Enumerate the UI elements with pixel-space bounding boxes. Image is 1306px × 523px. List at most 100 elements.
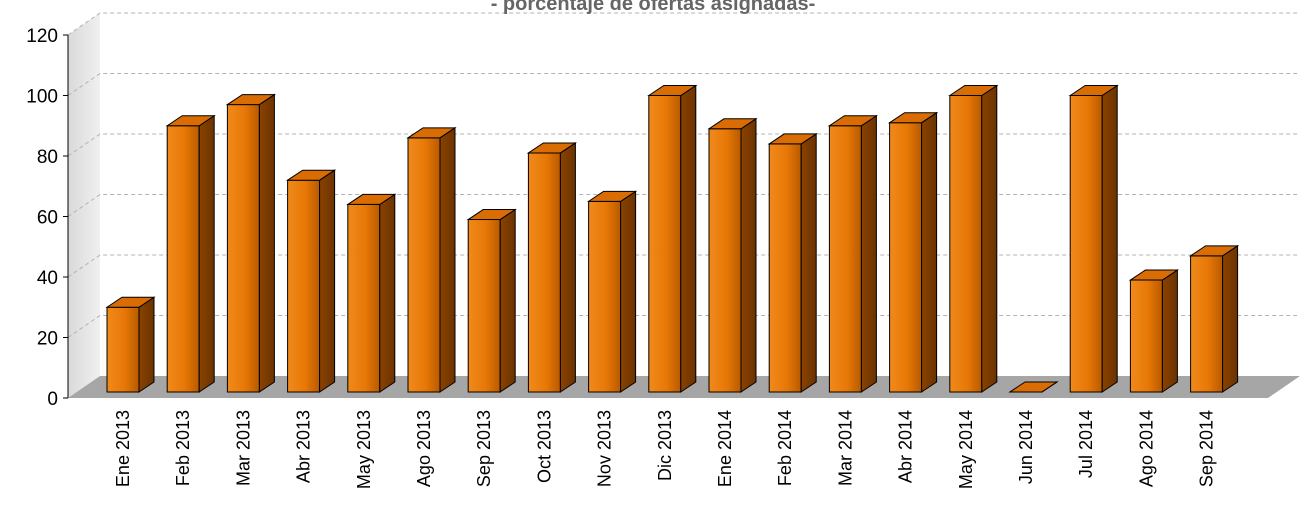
bar-top bbox=[827, 115, 879, 127]
bar-side bbox=[860, 114, 877, 393]
bar-top bbox=[346, 193, 397, 205]
x-tick-label: May 2014 bbox=[956, 410, 976, 489]
bar bbox=[1008, 381, 1059, 393]
bar-side bbox=[439, 126, 456, 393]
bar-front bbox=[828, 125, 862, 393]
y-tick-label: 40 bbox=[37, 268, 58, 289]
bar-front bbox=[708, 128, 742, 393]
bar-front bbox=[347, 203, 381, 393]
gridline bbox=[67, 73, 1300, 96]
x-tick-label: Jun 2014 bbox=[1016, 410, 1036, 484]
y-tick-label: 120 bbox=[26, 26, 58, 47]
x-tick-label: Mar 2013 bbox=[233, 410, 253, 486]
chart-title: - porcentaje de ofertas asignadas- bbox=[491, 0, 816, 15]
bar-top bbox=[1128, 269, 1180, 281]
bar-front bbox=[1129, 279, 1163, 393]
bar-side bbox=[559, 142, 576, 393]
bar-side bbox=[1101, 84, 1118, 393]
bar-top bbox=[767, 133, 818, 145]
x-tick-label: Feb 2014 bbox=[775, 410, 795, 486]
bar-side bbox=[800, 132, 817, 393]
bar-side bbox=[1161, 269, 1178, 393]
x-tick-label: Ene 2014 bbox=[715, 410, 735, 487]
bar-top bbox=[105, 296, 156, 308]
bar-side bbox=[1222, 244, 1239, 393]
y-tick-label: 60 bbox=[37, 208, 58, 229]
gridlines bbox=[67, 12, 1300, 338]
bar-side bbox=[319, 169, 336, 393]
bar-front bbox=[889, 122, 923, 393]
bar-top bbox=[1008, 381, 1059, 393]
bar-front bbox=[287, 179, 321, 393]
bar-side bbox=[138, 296, 155, 393]
y-tick-label: 80 bbox=[37, 147, 58, 168]
bar bbox=[346, 193, 397, 393]
bar-top bbox=[406, 127, 457, 139]
gridline bbox=[67, 315, 1300, 338]
bar-side bbox=[620, 190, 637, 393]
bar-front bbox=[768, 143, 802, 393]
bar-top bbox=[285, 169, 337, 181]
bar-side bbox=[198, 114, 215, 393]
y-tick-label: 0 bbox=[47, 389, 58, 410]
bar-side bbox=[680, 84, 697, 393]
x-tick-label: Sep 2013 bbox=[474, 410, 494, 487]
bar-side bbox=[379, 193, 396, 393]
bar-side bbox=[258, 93, 275, 393]
x-axis-labels: Ene 2013 Feb 2013 Mar 2013 Abr 2013 May 2013… bbox=[113, 410, 1217, 489]
bar bbox=[767, 132, 818, 393]
x-tick-label: May 2013 bbox=[354, 410, 374, 489]
bar-top bbox=[647, 85, 698, 96]
y-axis: 0 20 40 60 80 100 120 bbox=[26, 26, 69, 410]
bar bbox=[406, 126, 457, 393]
bar bbox=[887, 111, 939, 393]
bar bbox=[165, 114, 216, 393]
bar-front bbox=[527, 152, 561, 393]
bar-front bbox=[407, 137, 441, 393]
bar bbox=[647, 84, 698, 393]
bar-front bbox=[226, 104, 260, 393]
bar-front bbox=[166, 125, 200, 393]
bar-front bbox=[1190, 255, 1224, 393]
bar bbox=[1128, 269, 1180, 393]
bar-top bbox=[526, 142, 578, 154]
bar-front bbox=[648, 95, 682, 393]
bar bbox=[707, 117, 758, 393]
bar-top bbox=[586, 190, 638, 202]
x-tick-label: Ene 2013 bbox=[113, 410, 133, 487]
bar-top bbox=[1068, 85, 1119, 96]
bar-front bbox=[949, 95, 983, 393]
x-tick-label: Feb 2013 bbox=[173, 410, 193, 486]
x-tick-label: Jul 2014 bbox=[1076, 410, 1096, 478]
x-tick-label: Sep 2014 bbox=[1197, 410, 1217, 487]
bar bbox=[285, 169, 337, 393]
bar bbox=[948, 84, 999, 393]
bar-top bbox=[466, 209, 517, 221]
x-tick-label: Dic 2013 bbox=[655, 410, 675, 481]
bar bbox=[105, 296, 156, 393]
bar bbox=[466, 208, 517, 393]
bars bbox=[105, 84, 1240, 393]
bar-top bbox=[1188, 245, 1240, 257]
bar-front bbox=[588, 200, 622, 393]
bar-front bbox=[467, 219, 501, 393]
bar-side bbox=[499, 208, 516, 393]
bar-side bbox=[740, 117, 757, 393]
bar bbox=[526, 142, 578, 393]
x-tick-label: Ago 2014 bbox=[1136, 410, 1156, 487]
gridline bbox=[67, 133, 1300, 157]
x-tick-label: Ago 2013 bbox=[414, 410, 434, 487]
bar bbox=[1068, 84, 1119, 393]
bar bbox=[225, 93, 277, 393]
chart-wall bbox=[68, 13, 100, 398]
x-tick-label: Abr 2014 bbox=[896, 410, 916, 483]
gridline bbox=[67, 194, 1300, 217]
bar bbox=[1188, 244, 1240, 393]
bar-top bbox=[887, 112, 939, 124]
bar-front bbox=[106, 306, 140, 393]
gridline bbox=[67, 12, 1300, 36]
x-tick-label: Abr 2013 bbox=[294, 410, 314, 483]
bar-top bbox=[948, 85, 999, 96]
y-tick-label: 100 bbox=[26, 87, 58, 108]
